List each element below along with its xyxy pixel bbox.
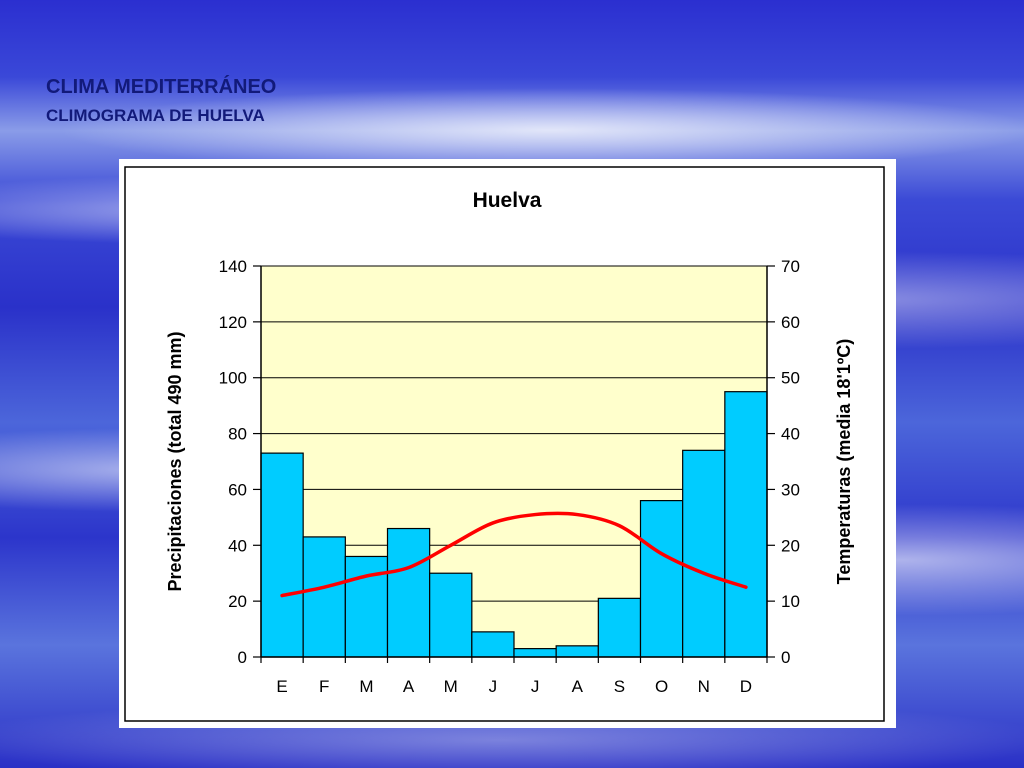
x-tick-label: D bbox=[740, 677, 752, 696]
x-tick-label: S bbox=[614, 677, 625, 696]
precip-bar bbox=[260, 452, 304, 658]
y2-axis-title: Temperaturas (media 18'1ºC) bbox=[834, 339, 854, 585]
climograph-chart: Huelva 0 20 40 60 80 100 120 140 0 10 20 30 40 50 60 70… bbox=[119, 159, 896, 728]
chart-svg: Huelva 0 20 40 60 80 100 120 140 0 10 20 30 40 50 60 70… bbox=[124, 166, 885, 722]
left-tick-label: 80 bbox=[228, 425, 247, 444]
y-axis-title: Precipitaciones (total 490 mm) bbox=[165, 331, 185, 591]
right-tick-label: 40 bbox=[781, 425, 800, 444]
right-tick-label: 50 bbox=[781, 369, 800, 388]
precip-bar bbox=[386, 527, 431, 658]
right-tick-label: 60 bbox=[781, 313, 800, 332]
x-tick-label: O bbox=[655, 677, 668, 696]
x-tick-label: N bbox=[698, 677, 710, 696]
slide-title: CLIMA MEDITERRÁNEO bbox=[46, 76, 277, 98]
slide-subtitle: CLIMOGRAMA DE HUELVA bbox=[46, 106, 265, 125]
x-tick-label: J bbox=[489, 677, 498, 696]
precip-bar bbox=[639, 500, 684, 658]
right-tick-label: 0 bbox=[781, 648, 790, 667]
left-tick-label: 60 bbox=[228, 480, 247, 499]
temperature-line bbox=[280, 511, 748, 598]
right-tick-label: 70 bbox=[781, 257, 800, 276]
precip-bar bbox=[555, 645, 599, 658]
left-tick-label: 140 bbox=[219, 257, 247, 276]
x-tick-label: J bbox=[531, 677, 540, 696]
left-tick-label: 0 bbox=[238, 648, 247, 667]
precip-bar bbox=[682, 449, 726, 658]
left-tick-label: 40 bbox=[228, 536, 247, 555]
left-tick-label: 100 bbox=[219, 369, 247, 388]
x-tick-label: F bbox=[319, 677, 329, 696]
precip-bar bbox=[597, 597, 642, 658]
x-tick-label: A bbox=[572, 677, 584, 696]
precip-bar bbox=[429, 572, 473, 658]
x-tick-label: M bbox=[359, 677, 373, 696]
precip-bar bbox=[344, 555, 389, 658]
left-tick-label: 20 bbox=[228, 592, 247, 611]
x-tick-label: E bbox=[276, 677, 287, 696]
chart-title: Huelva bbox=[473, 189, 542, 212]
precip-bar bbox=[471, 631, 515, 658]
x-tick-label: A bbox=[403, 677, 415, 696]
precip-bar bbox=[724, 391, 768, 658]
precip-bar bbox=[302, 536, 346, 658]
right-tick-label: 30 bbox=[781, 480, 800, 499]
right-tick-label: 20 bbox=[781, 536, 800, 555]
left-tick-label: 120 bbox=[219, 313, 247, 332]
right-tick-label: 10 bbox=[781, 592, 800, 611]
x-tick-label: M bbox=[444, 677, 458, 696]
precip-bar bbox=[513, 648, 557, 658]
